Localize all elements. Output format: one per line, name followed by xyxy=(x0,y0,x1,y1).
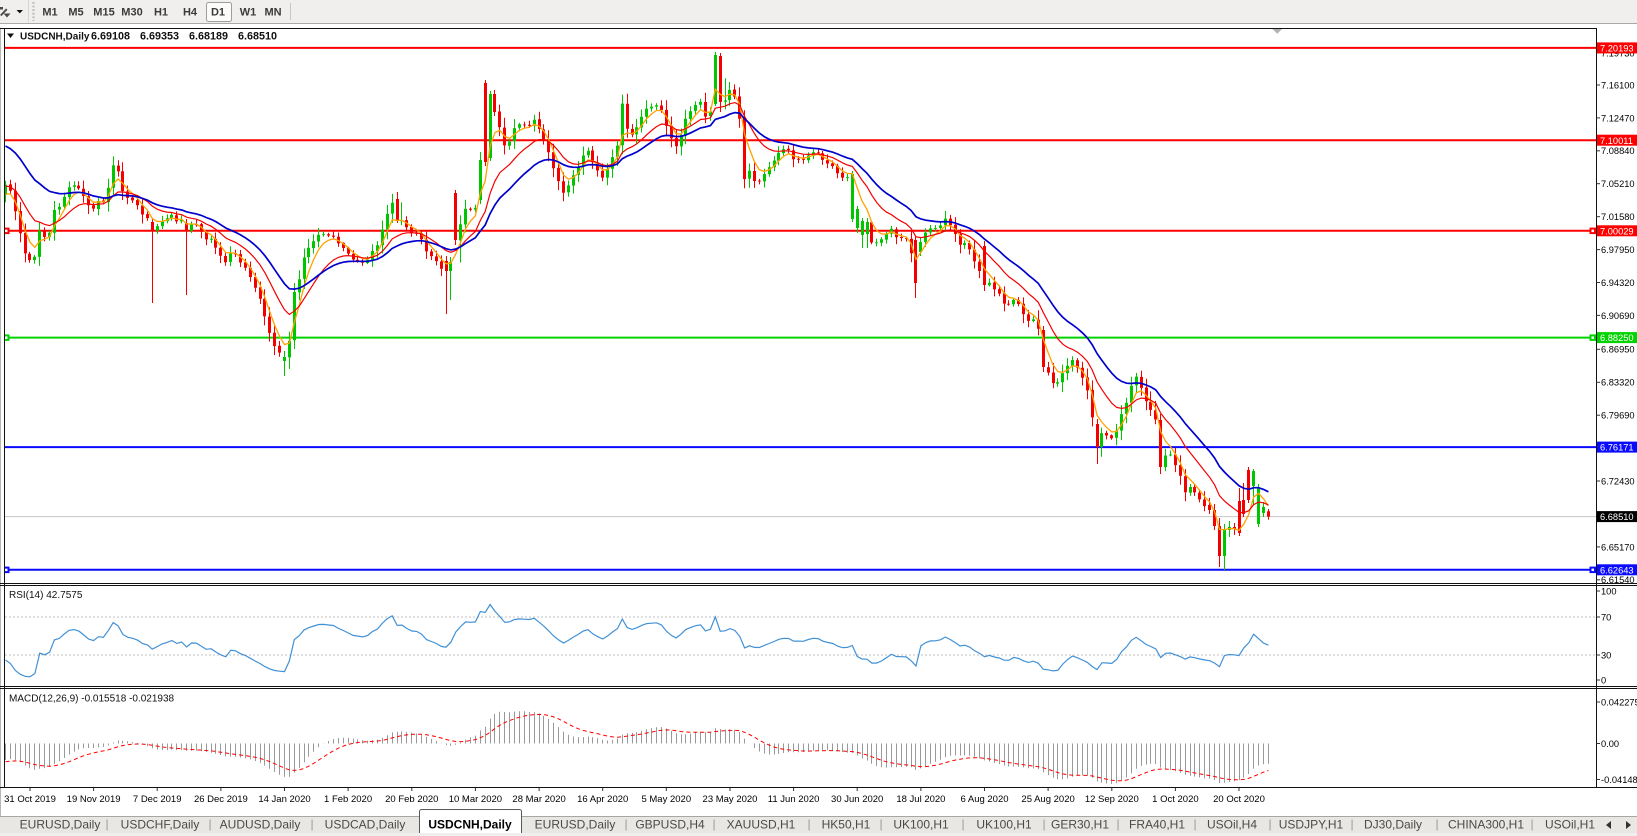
svg-text:7.00029: 7.00029 xyxy=(1600,226,1634,236)
svg-text:AUDUSD,Daily: AUDUSD,Daily xyxy=(220,818,301,832)
svg-text:0: 0 xyxy=(1601,675,1606,685)
svg-text:6.65170: 6.65170 xyxy=(1601,542,1635,552)
svg-text:7.12470: 7.12470 xyxy=(1601,113,1635,123)
svg-text:100: 100 xyxy=(1601,586,1617,596)
svg-text:6 Aug 2020: 6 Aug 2020 xyxy=(960,794,1008,805)
svg-text:6.61540: 6.61540 xyxy=(1601,575,1635,585)
svg-text:30 Jun 2020: 30 Jun 2020 xyxy=(831,794,883,805)
svg-text:UK100,H1: UK100,H1 xyxy=(893,818,949,832)
svg-text:1 Oct 2020: 1 Oct 2020 xyxy=(1152,794,1198,805)
svg-text:6.94320: 6.94320 xyxy=(1601,278,1635,288)
svg-text:14 Jan 2020: 14 Jan 2020 xyxy=(258,794,310,805)
svg-text:UK100,H1: UK100,H1 xyxy=(976,818,1032,832)
svg-text:28 Mar 2020: 28 Mar 2020 xyxy=(512,794,565,805)
svg-text:M5: M5 xyxy=(68,7,83,19)
svg-text:6.83320: 6.83320 xyxy=(1601,378,1635,388)
svg-text:H4: H4 xyxy=(183,7,198,19)
svg-text:GER30,H1: GER30,H1 xyxy=(1051,818,1109,832)
svg-text:12 Sep 2020: 12 Sep 2020 xyxy=(1085,794,1139,805)
svg-text:7 Dec 2019: 7 Dec 2019 xyxy=(133,794,182,805)
svg-text:|: | xyxy=(807,817,810,831)
svg-text:5 May 2020: 5 May 2020 xyxy=(641,794,691,805)
svg-text:6.90690: 6.90690 xyxy=(1601,311,1635,321)
svg-text:MACD(12,26,9) -0.015518 -0.021: MACD(12,26,9) -0.015518 -0.021938 xyxy=(9,694,175,705)
svg-text:25 Aug 2020: 25 Aug 2020 xyxy=(1021,794,1074,805)
svg-text:11 Jun 2020: 11 Jun 2020 xyxy=(768,794,820,805)
svg-text:30: 30 xyxy=(1601,650,1611,660)
svg-text:-0.04148: -0.04148 xyxy=(1601,775,1637,785)
svg-text:7.01580: 7.01580 xyxy=(1601,212,1635,222)
svg-text:CHINA300,H1: CHINA300,H1 xyxy=(1448,818,1524,832)
svg-text:16 Apr 2020: 16 Apr 2020 xyxy=(577,794,628,805)
svg-text:|: | xyxy=(1268,817,1271,831)
svg-text:6.76171: 6.76171 xyxy=(1600,443,1634,453)
svg-text:EURUSD,Daily: EURUSD,Daily xyxy=(535,818,616,832)
svg-text:70: 70 xyxy=(1601,612,1611,622)
svg-text:18 Jul 2020: 18 Jul 2020 xyxy=(896,794,945,805)
svg-text:M30: M30 xyxy=(121,7,142,19)
svg-text:7.20193: 7.20193 xyxy=(1600,44,1634,54)
svg-text:7.16100: 7.16100 xyxy=(1601,80,1635,90)
svg-text:0.00: 0.00 xyxy=(1601,739,1619,749)
svg-text:|: | xyxy=(1116,817,1119,831)
svg-text:|: | xyxy=(208,817,211,831)
svg-text:USDCHF,Daily: USDCHF,Daily xyxy=(121,818,200,832)
svg-text:W1: W1 xyxy=(240,7,257,19)
svg-text:1 Feb 2020: 1 Feb 2020 xyxy=(324,794,372,805)
svg-text:20 Feb 2020: 20 Feb 2020 xyxy=(385,794,438,805)
svg-text:USDCNH,Daily: USDCNH,Daily xyxy=(428,818,512,832)
svg-text:|: | xyxy=(879,817,882,831)
svg-text:H1: H1 xyxy=(154,7,168,19)
svg-text:6.97950: 6.97950 xyxy=(1601,245,1635,255)
svg-text:|: | xyxy=(1042,817,1045,831)
svg-text:RSI(14) 42.7575: RSI(14) 42.7575 xyxy=(9,590,83,601)
svg-text:USDCAD,Daily: USDCAD,Daily xyxy=(325,818,406,832)
svg-text:USDCNH,Daily: USDCNH,Daily xyxy=(20,32,90,43)
svg-text:|: | xyxy=(1435,817,1438,831)
svg-text:HK50,H1: HK50,H1 xyxy=(822,818,871,832)
svg-text:7.10011: 7.10011 xyxy=(1600,136,1633,146)
svg-text:6.62643: 6.62643 xyxy=(1600,565,1634,575)
svg-text:|: | xyxy=(105,817,108,831)
svg-text:USDJPY,H1: USDJPY,H1 xyxy=(1279,818,1344,832)
svg-text:D1: D1 xyxy=(211,7,225,19)
svg-text:10 Mar 2020: 10 Mar 2020 xyxy=(449,794,502,805)
svg-text:FRA40,H1: FRA40,H1 xyxy=(1129,818,1185,832)
svg-text:20 Oct 2020: 20 Oct 2020 xyxy=(1213,794,1265,805)
svg-text:|: | xyxy=(961,817,964,831)
svg-text:|: | xyxy=(310,817,313,831)
svg-text:|: | xyxy=(1530,817,1533,831)
svg-text:M15: M15 xyxy=(93,7,114,19)
svg-text:MN: MN xyxy=(264,7,281,19)
svg-text:6.79690: 6.79690 xyxy=(1601,411,1635,421)
svg-text:EURUSD,Daily: EURUSD,Daily xyxy=(20,818,101,832)
svg-text:6.88250: 6.88250 xyxy=(1600,333,1634,343)
svg-text:31 Oct 2019: 31 Oct 2019 xyxy=(4,794,56,805)
svg-text:XAUUSD,H1: XAUUSD,H1 xyxy=(727,818,796,832)
svg-text:7.08840: 7.08840 xyxy=(1601,146,1635,156)
svg-text:|: | xyxy=(1193,817,1196,831)
svg-text:|: | xyxy=(1350,817,1353,831)
svg-text:6.72430: 6.72430 xyxy=(1601,476,1635,486)
svg-text:6.68510: 6.68510 xyxy=(1600,512,1634,522)
svg-text:USOil,H4: USOil,H4 xyxy=(1207,818,1257,832)
svg-text:26 Dec 2019: 26 Dec 2019 xyxy=(194,794,248,805)
svg-text:M1: M1 xyxy=(42,7,57,19)
svg-text:23 May 2020: 23 May 2020 xyxy=(703,794,758,805)
svg-text:19 Nov 2019: 19 Nov 2019 xyxy=(67,794,121,805)
svg-text:DJ30,Daily: DJ30,Daily xyxy=(1364,818,1422,832)
svg-text:USOil,H1: USOil,H1 xyxy=(1545,818,1595,832)
svg-text:|: | xyxy=(624,817,627,831)
svg-text:6.86950: 6.86950 xyxy=(1601,345,1635,355)
svg-text:0.042275: 0.042275 xyxy=(1601,697,1637,707)
svg-text:GBPUSD,H4: GBPUSD,H4 xyxy=(635,818,705,832)
svg-text:7.05210: 7.05210 xyxy=(1601,179,1635,189)
svg-text:|: | xyxy=(712,817,715,831)
